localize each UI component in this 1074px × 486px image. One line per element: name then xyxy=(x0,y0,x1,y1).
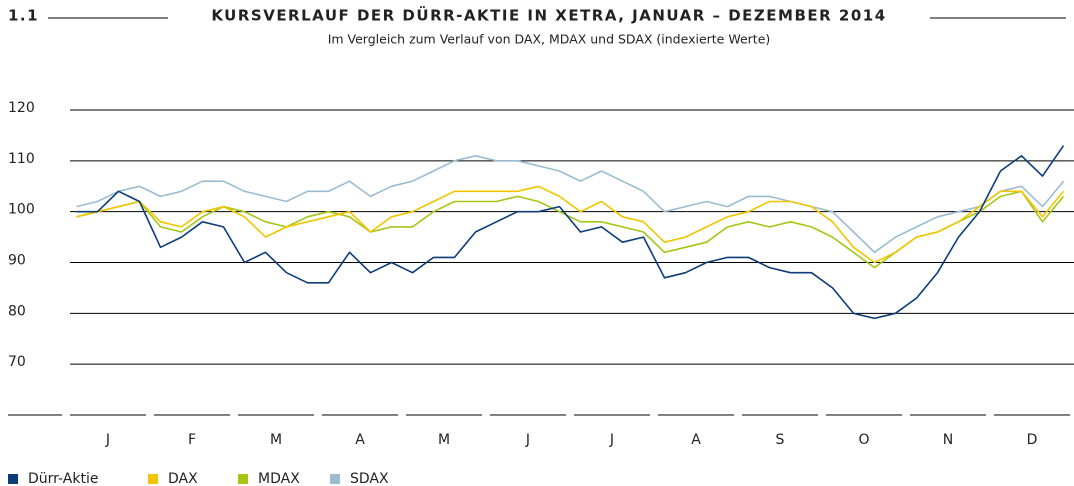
legend-label: DAX xyxy=(168,471,198,486)
x-tick-label: M xyxy=(270,432,282,448)
x-tick-label: J xyxy=(609,432,614,448)
y-tick-label: 90 xyxy=(8,253,26,269)
legend-swatch xyxy=(238,474,248,484)
chart-title: KURSVERLAUF DER DÜRR-AKTIE IN XETRA, JAN… xyxy=(211,6,886,25)
y-tick-label: 80 xyxy=(8,303,26,319)
series-line xyxy=(76,145,1065,320)
x-tick-label: J xyxy=(105,432,110,448)
chart-number: 1.1 xyxy=(8,7,39,25)
chart-subtitle: Im Vergleich zum Verlauf von DAX, MDAX u… xyxy=(328,32,771,47)
series-line xyxy=(76,155,1065,254)
x-tick-label: A xyxy=(355,432,365,448)
legend-swatch xyxy=(8,474,18,484)
x-tick-label: A xyxy=(691,432,701,448)
y-tick-label: 110 xyxy=(8,151,35,167)
y-tick-label: 120 xyxy=(8,100,35,116)
x-tick-label: O xyxy=(858,432,869,448)
x-tick-label: J xyxy=(525,432,530,448)
legend-label: SDAX xyxy=(350,471,389,486)
legend-label: MDAX xyxy=(258,471,300,486)
x-tick-label: D xyxy=(1027,432,1038,448)
legend-swatch xyxy=(330,474,340,484)
x-tick-label: M xyxy=(438,432,450,448)
y-tick-label: 70 xyxy=(8,354,26,370)
x-tick-label: S xyxy=(776,432,785,448)
series-line xyxy=(76,185,1065,264)
y-tick-label: 100 xyxy=(8,202,35,218)
x-tick-label: N xyxy=(943,432,953,448)
legend-label: Dürr-Aktie xyxy=(28,471,98,486)
x-tick-label: F xyxy=(188,432,196,448)
legend-swatch xyxy=(148,474,158,484)
